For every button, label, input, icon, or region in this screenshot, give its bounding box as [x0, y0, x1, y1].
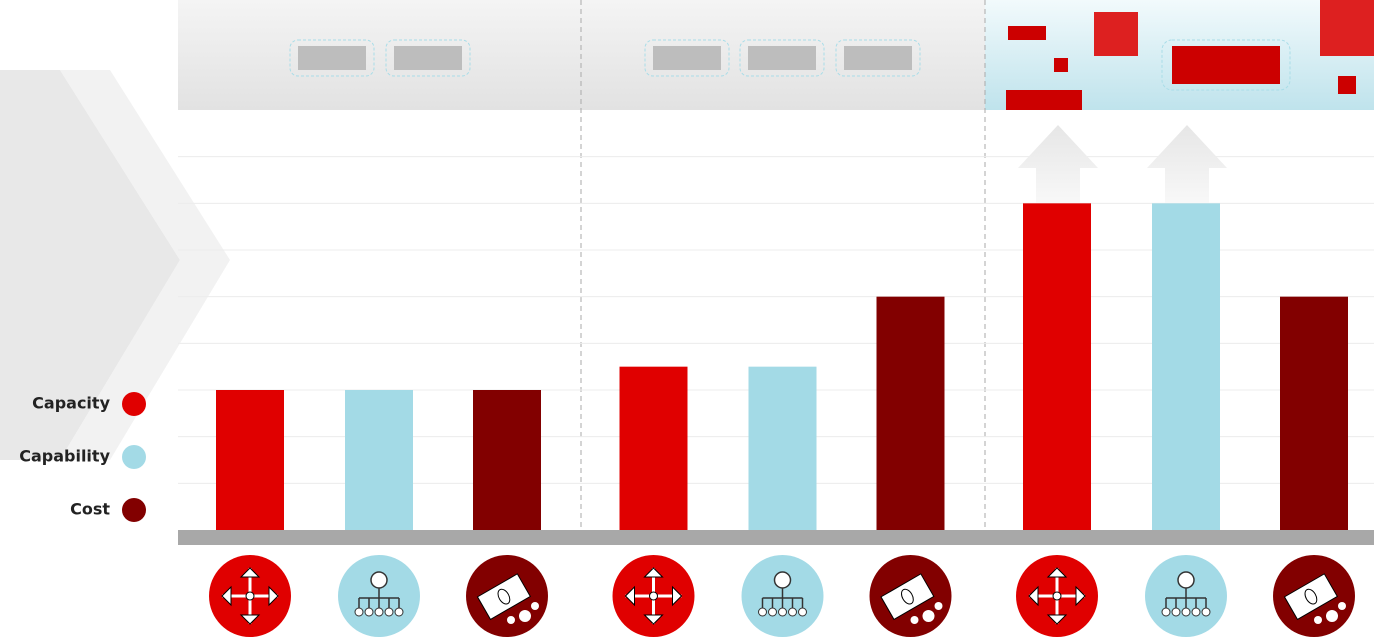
icon-glyph: [1338, 602, 1346, 610]
icon-glyph: [759, 608, 767, 616]
bar: [1152, 203, 1220, 530]
baseline: [178, 530, 1374, 545]
icon-glyph: [935, 602, 943, 610]
series-icon: [613, 555, 695, 637]
series-icon: [742, 555, 824, 637]
series-icon: [1016, 555, 1098, 637]
icon-glyph: [911, 616, 919, 624]
icon-glyph: [371, 572, 387, 588]
legend-swatch: [122, 445, 146, 469]
icon-glyph: [1178, 572, 1194, 588]
icon-glyph: [355, 608, 363, 616]
icon-glyph: [385, 608, 393, 616]
icon-glyph: [779, 608, 787, 616]
legend-label: Capacity: [32, 394, 110, 413]
icon-glyph: [923, 610, 935, 622]
icon-glyph: [365, 608, 373, 616]
icon-glyph: [1326, 610, 1338, 622]
header-images: [178, 0, 1374, 110]
icon-glyph: [1182, 608, 1190, 616]
series-icon: [209, 555, 291, 637]
bar: [749, 367, 817, 530]
icon-glyph: [1172, 608, 1180, 616]
series-icon: [1273, 555, 1355, 637]
icon-glyph: [775, 572, 791, 588]
bar: [345, 390, 413, 530]
icon-glyph: [507, 616, 515, 624]
chart: Capacity Capability Cost: [0, 0, 1374, 637]
series-icon: [1145, 555, 1227, 637]
legend-swatch: [122, 392, 146, 416]
bar: [216, 390, 284, 530]
bar: [620, 367, 688, 530]
icon-glyph: [1053, 592, 1061, 600]
icon-glyph: [1314, 616, 1322, 624]
legend-swatch: [122, 498, 146, 522]
bar: [1280, 297, 1348, 530]
bar: [877, 297, 945, 530]
series-icon: [338, 555, 420, 637]
legend-label: Cost: [70, 500, 110, 519]
legend-label: Capability: [19, 447, 110, 466]
bar: [473, 390, 541, 530]
icon-glyph: [531, 602, 539, 610]
icon-glyph: [769, 608, 777, 616]
icon-glyph: [1202, 608, 1210, 616]
icon-glyph: [799, 608, 807, 616]
icon-glyph: [375, 608, 383, 616]
icon-glyph: [395, 608, 403, 616]
icon-glyph: [789, 608, 797, 616]
icon-glyph: [1192, 608, 1200, 616]
series-icon: [466, 555, 548, 637]
icon-glyph: [519, 610, 531, 622]
growth-arrows: [1018, 125, 1227, 203]
series-icon: [870, 555, 952, 637]
bar: [1023, 203, 1091, 530]
icon-glyph: [1162, 608, 1170, 616]
icon-glyph: [246, 592, 254, 600]
icon-glyph: [650, 592, 658, 600]
